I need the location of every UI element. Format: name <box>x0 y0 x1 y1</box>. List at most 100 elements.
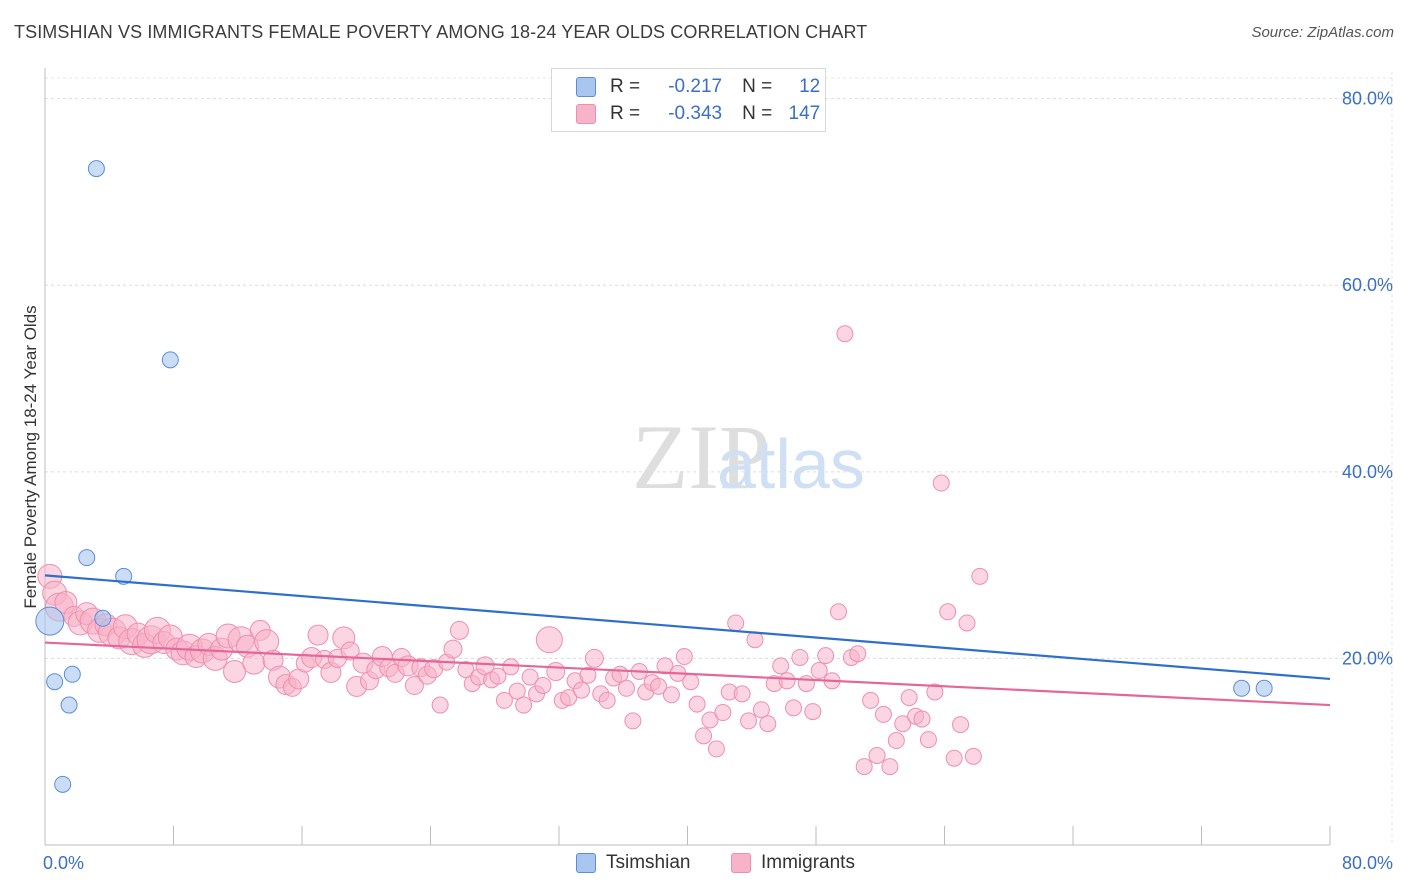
trend-line-immigrants <box>44 641 1331 707</box>
data-point-immigrants <box>515 696 533 714</box>
data-point-immigrants <box>688 695 706 713</box>
data-point-immigrants <box>662 686 680 704</box>
data-point-tsimshian <box>161 351 179 369</box>
y-tick-label: 60.0% <box>1342 275 1393 295</box>
data-point-immigrants <box>707 740 725 758</box>
data-point-immigrants <box>682 673 700 691</box>
x-tick-label: 0.0% <box>43 853 84 873</box>
y-tick-label: 40.0% <box>1342 462 1393 482</box>
data-point-immigrants <box>508 682 526 700</box>
data-point-immigrants <box>714 704 732 722</box>
data-point-immigrants <box>443 639 463 659</box>
y-axis-label: Female Poverty Among 18-24 Year Olds <box>21 305 40 608</box>
r-value: -0.217 <box>668 76 723 97</box>
tick-labels: 20.0% 40.0% 60.0% 80.0% 0.0% 80.0% <box>43 89 1393 873</box>
data-point-immigrants <box>502 658 520 676</box>
data-point-immigrants <box>535 626 563 654</box>
data-point-immigrants <box>971 567 989 585</box>
data-point-immigrants <box>804 703 822 721</box>
legend-label: Immigrants <box>761 852 855 873</box>
data-point-immigrants <box>894 715 912 733</box>
data-point-immigrants <box>733 685 751 703</box>
source-label: Source: ZipAtlas.com <box>1251 24 1394 41</box>
data-point-immigrants <box>939 603 957 621</box>
x-tick-label: 80.0% <box>1342 853 1393 873</box>
data-point-immigrants <box>307 624 329 646</box>
tsimshian-swatch <box>576 77 596 97</box>
data-point-immigrants <box>887 732 905 750</box>
tsimshian-swatch <box>576 853 596 873</box>
data-point-immigrants <box>404 675 424 695</box>
data-point-tsimshian <box>63 665 81 683</box>
legend-row-immigrants: R = -0.343 N = 147 <box>576 102 820 126</box>
data-point-immigrants <box>772 657 790 675</box>
data-point-immigrants <box>495 691 513 709</box>
data-point-immigrants <box>752 701 770 719</box>
data-point-immigrants <box>489 667 507 685</box>
data-point-immigrants <box>675 648 693 666</box>
data-point-tsimshian <box>1233 679 1251 697</box>
data-point-immigrants <box>778 672 796 690</box>
data-point-tsimshian <box>35 606 65 636</box>
data-point-tsimshian <box>87 160 105 178</box>
data-point-tsimshian <box>1255 679 1273 697</box>
tsimshian-points <box>35 160 1273 793</box>
data-point-immigrants <box>810 662 828 680</box>
legend-row-tsimshian: R = -0.217 N = 12 <box>576 75 820 99</box>
n-label: N = <box>742 76 773 97</box>
y-tick-label: 80.0% <box>1342 89 1393 109</box>
y-tick-label: 20.0% <box>1342 648 1393 668</box>
n-value: 147 <box>788 103 821 124</box>
data-point-immigrants <box>746 631 764 649</box>
watermark-atlas: atlas <box>717 425 865 503</box>
data-point-immigrants <box>964 747 982 765</box>
trend-lines <box>44 574 1331 707</box>
data-point-immigrants <box>223 659 247 683</box>
n-label: N = <box>742 103 773 124</box>
data-point-immigrants <box>932 474 950 492</box>
r-label: R = <box>610 76 641 97</box>
data-point-tsimshian <box>94 609 112 627</box>
r-label: R = <box>610 103 641 124</box>
data-point-immigrants <box>431 696 449 714</box>
data-point-immigrants <box>797 675 815 693</box>
data-point-immigrants <box>913 710 931 728</box>
data-point-immigrants <box>945 749 963 767</box>
data-point-immigrants <box>785 699 803 717</box>
data-point-immigrants <box>759 715 777 733</box>
data-point-immigrants <box>740 712 758 730</box>
immigrants-swatch <box>731 853 751 873</box>
data-point-tsimshian <box>60 696 78 714</box>
data-point-immigrants <box>457 661 475 679</box>
legend-item-tsimshian: Tsimshian <box>576 852 690 874</box>
stats-legend: R = -0.217 N = 12 R = -0.343 N = 147 <box>551 68 826 132</box>
gridlines <box>45 72 1393 845</box>
data-point-immigrants <box>579 666 597 684</box>
data-point-immigrants <box>449 620 469 640</box>
watermark: ZIP atlas <box>632 406 865 508</box>
immigrants-swatch <box>576 104 596 124</box>
r-value: -0.343 <box>668 103 723 124</box>
data-point-immigrants <box>598 691 616 709</box>
data-point-immigrants <box>656 657 674 675</box>
n-value: 12 <box>799 76 821 97</box>
data-point-immigrants <box>791 648 809 666</box>
data-point-immigrants <box>695 727 713 745</box>
watermark-zip: ZIP <box>632 406 770 508</box>
data-point-immigrants <box>727 614 745 632</box>
data-point-immigrants <box>584 648 604 668</box>
immigrants-points <box>37 325 989 776</box>
data-point-immigrants <box>829 603 847 621</box>
data-point-tsimshian <box>78 549 96 567</box>
data-point-immigrants <box>340 641 360 661</box>
data-point-immigrants <box>242 651 266 675</box>
data-point-immigrants <box>817 647 835 665</box>
data-point-immigrants <box>849 645 867 663</box>
data-point-immigrants <box>855 758 873 776</box>
data-point-immigrants <box>881 758 899 776</box>
chart-title: TSIMSHIAN VS IMMIGRANTS FEMALE POVERTY A… <box>14 22 868 42</box>
trend-line-tsimshian <box>44 574 1331 681</box>
data-point-immigrants <box>617 679 635 697</box>
data-point-immigrants <box>900 689 918 707</box>
